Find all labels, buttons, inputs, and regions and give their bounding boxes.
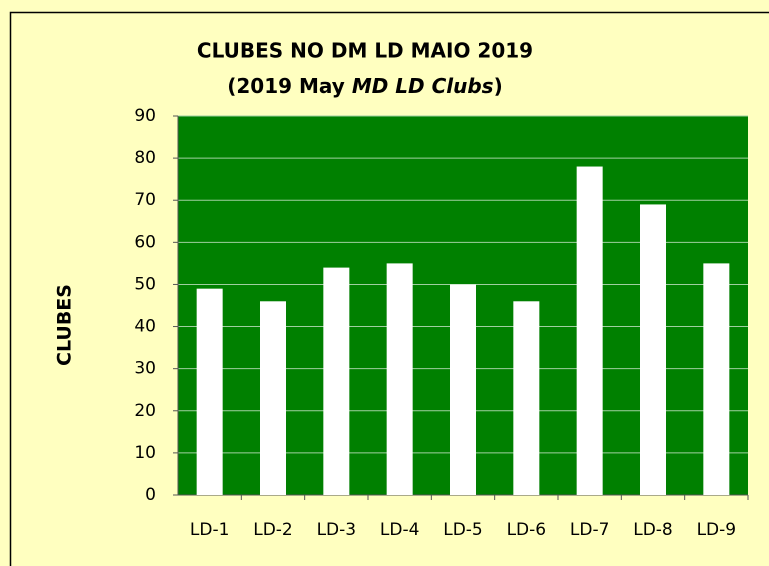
bar xyxy=(513,301,540,495)
bar xyxy=(703,263,730,495)
y-tick-label: 10 xyxy=(134,443,156,463)
x-tick-label: LD-7 xyxy=(570,520,610,540)
y-tick-label: 0 xyxy=(145,485,156,505)
y-tick-label: 60 xyxy=(134,232,156,252)
y-tick-label: 40 xyxy=(134,317,156,337)
bar xyxy=(323,267,350,495)
bar xyxy=(386,263,413,495)
y-tick-label: 20 xyxy=(134,401,156,421)
y-tick-label: 70 xyxy=(134,190,156,210)
y-axis-label: CLUBES xyxy=(54,284,76,366)
x-tick-label: LD-5 xyxy=(443,520,483,540)
y-tick-label: 90 xyxy=(134,106,156,126)
chart-title: CLUBES NO DM LD MAIO 2019 xyxy=(197,39,533,63)
x-tick-label: LD-4 xyxy=(380,520,420,540)
subtitle-part: ) xyxy=(494,74,503,98)
bar xyxy=(260,301,286,495)
frame xyxy=(9,11,769,566)
x-tick-label: LD-9 xyxy=(697,520,737,540)
x-tick-label: LD-2 xyxy=(253,520,293,540)
x-tick-label: LD-6 xyxy=(507,520,547,540)
bar xyxy=(450,284,476,495)
y-tick-label: 80 xyxy=(134,148,156,168)
x-tick-label: LD-1 xyxy=(190,520,230,540)
subtitle-part: (2019 May xyxy=(227,74,345,98)
subtitle-part: MD LD Clubs xyxy=(352,74,494,98)
chart-subtitle: (2019 May MD LD Clubs) xyxy=(227,74,502,98)
bar xyxy=(640,204,666,495)
bar xyxy=(576,166,603,496)
y-tick-label: 30 xyxy=(134,359,156,379)
y-tick-label: 50 xyxy=(134,274,156,294)
x-tick-label: LD-8 xyxy=(633,520,673,540)
bar xyxy=(196,288,223,495)
x-tick-label: LD-3 xyxy=(317,520,357,540)
